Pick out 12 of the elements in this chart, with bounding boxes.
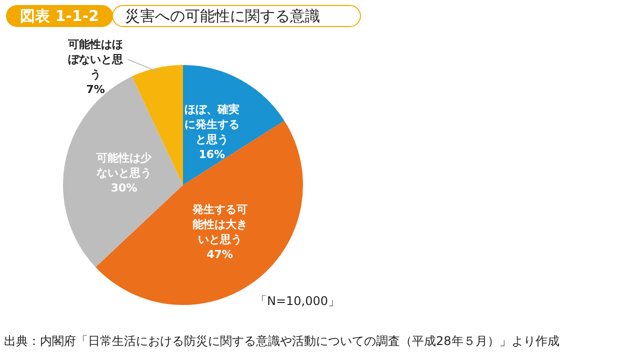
slice-label: 可能性は少ないと思う [96,152,153,180]
data-label: 30% [110,182,138,195]
text: 「N=10,000」 [255,293,340,310]
source-note: 出典：内閣府「日常生活における防災に関する意識や活動についての調査（平成28年５月）」より作成 [4,333,560,350]
slice-label: ほぼ、確実に発生すると思う [184,102,240,146]
data-label: 7% [86,82,105,96]
data-label: 16% [198,148,226,161]
slice-label: 可能性はほぼないと思う [67,38,124,81]
chart-title: 図表 1-1-2 [6,5,113,27]
chart-subtitle: 災害への可能性に関する意識 [112,5,361,27]
data-label: 47% [206,248,233,261]
slice-label: 発生する可能性は大きいと思う [191,202,248,246]
